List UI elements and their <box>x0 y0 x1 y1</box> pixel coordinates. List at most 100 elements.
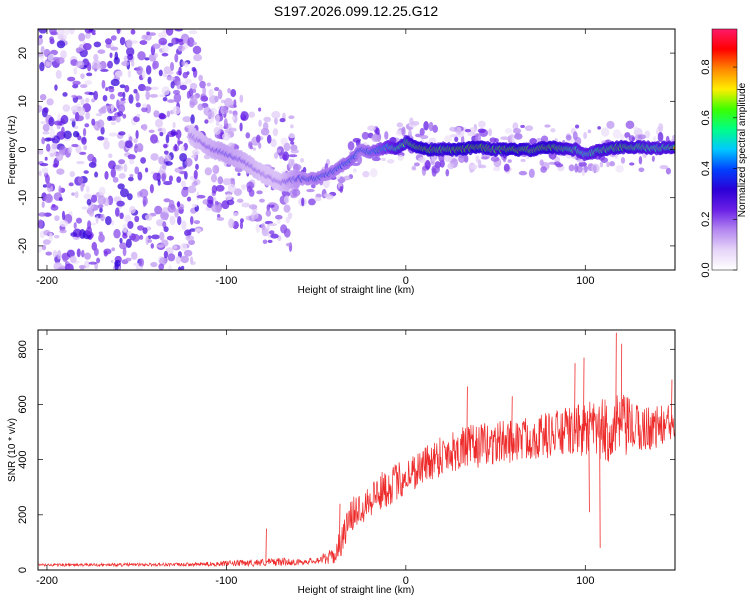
spectrogram-noise-blob <box>158 263 165 270</box>
spectrogram-noise-blob <box>227 88 232 94</box>
spectrogram-noise-blob <box>45 143 51 152</box>
spectrogram-noise-blob <box>76 160 85 165</box>
spectrogram-noise-blob <box>224 129 231 134</box>
spectrogram-noise-blob <box>38 212 47 217</box>
spectrogram-noise-blob <box>127 70 131 78</box>
spectrogram-noise-blob <box>154 52 158 59</box>
spectrogram-noise-blob <box>181 187 189 198</box>
spectrogram-noise-blob <box>600 127 610 137</box>
spectrogram-noise-blob <box>42 131 50 135</box>
spectrogram-noise-blob <box>174 38 184 43</box>
spectrogram-noise-blob <box>193 169 198 180</box>
spectrogram-noise-blob <box>126 230 132 237</box>
spectrogram-noise-blob <box>48 116 55 127</box>
spectrogram-noise-blob <box>119 212 124 220</box>
snr-panel: -200 -100 0 100 0 200 400 600 800 Height of str… <box>7 329 676 596</box>
spectrogram-noise-blob <box>127 154 136 160</box>
spectrogram-noise-blob <box>179 84 187 91</box>
spectrogram-noise-blob <box>69 255 77 263</box>
spectrogram-noise-blob <box>454 136 459 143</box>
spectrogram-noise-blob <box>174 208 179 218</box>
spectrogram-noise-blob <box>159 94 166 98</box>
spectrogram-noise-blob <box>75 47 84 52</box>
spectrogram-noise-blob <box>292 188 301 197</box>
spectrogram-noise-blob <box>110 35 117 41</box>
spectrogram-noise-blob <box>180 180 187 188</box>
spectrogram-noise-blob <box>48 232 53 243</box>
spectrogram-noise-blob <box>290 124 294 129</box>
spectrogram-noise-blob <box>180 265 185 270</box>
spectrogram-noise-blob <box>206 82 211 87</box>
spectrogram-noise-blob <box>70 105 80 113</box>
spectrogram-noise-blob <box>161 239 169 247</box>
spectrogram-noise-blob <box>158 69 163 77</box>
spectrogram-noise-blob <box>38 246 43 253</box>
spectrogram-noise-blob <box>145 236 150 246</box>
spectrogram-noise-blob <box>142 103 147 109</box>
spectrogram-noise-blob <box>280 224 288 234</box>
spectrogram-noise-blob <box>514 133 523 140</box>
spectrogram-noise-blob <box>73 67 78 75</box>
spectrogram-noise-blob <box>583 131 588 140</box>
spectrogram-noise-blob <box>292 163 302 171</box>
snr-plot-area <box>38 330 675 570</box>
spectrogram-noise-blob <box>56 40 66 49</box>
spectrogram-noise-blob <box>159 131 164 137</box>
spectrogram-noise-blob <box>290 141 295 145</box>
spectrogram-noise-blob <box>133 88 138 94</box>
spectrogram-noise-blob <box>124 214 132 223</box>
spectrogram-noise-blob <box>147 76 152 85</box>
spectrogram-noise-blob <box>282 154 288 161</box>
spectrogram-noise-blob <box>352 168 357 173</box>
spectrogram-noise-blob <box>116 29 121 35</box>
spectrogram-noise-blob <box>151 234 160 240</box>
spectrogram-noise-blob <box>44 137 52 142</box>
spectrogram-noise-blob <box>283 204 291 213</box>
spectrogram-noise-blob <box>121 61 130 67</box>
spectrogram-noise-blob <box>150 86 159 90</box>
spectrogram-noise-blob <box>137 225 144 231</box>
spectrogram-noise-blob <box>578 161 587 167</box>
spectrogram-noise-blob <box>38 219 44 229</box>
spectrogram-noise-blob <box>105 38 113 45</box>
spectrogram-noise-blob <box>241 202 251 208</box>
spectrogram-noise-blob <box>477 159 482 169</box>
spectrogram-noise-blob <box>150 134 158 144</box>
spectrogram-noise-blob <box>170 129 177 137</box>
spectrogram-noise-blob <box>672 134 675 140</box>
spectrogram-noise-blob <box>198 74 203 82</box>
spectrogram-noise-blob <box>122 247 127 257</box>
spectrogram-noise-blob <box>69 171 76 178</box>
spectrogram-noise-blob <box>215 184 225 192</box>
spectrogram-noise-blob <box>49 36 54 42</box>
spectrogram-noise-blob <box>162 72 168 78</box>
spectrogram-noise-blob <box>54 215 60 222</box>
spectrogram-noise-blob <box>87 62 92 72</box>
spectrogram-noise-blob <box>114 164 124 172</box>
spectrogram-noise-blob <box>118 172 126 179</box>
spectrogram-noise-blob <box>95 216 99 224</box>
spectrogram-noise-blob <box>109 93 115 100</box>
spectrogram-noise-blob <box>78 32 86 42</box>
spectrogram-noise-blob <box>129 158 135 165</box>
spectrogram-noise-blob <box>290 149 300 154</box>
y-tick-label: -20 <box>17 238 29 254</box>
spectrogram-noise-blob <box>139 40 148 45</box>
spectrogram-noise-blob <box>444 135 453 143</box>
y-tick-label: 800 <box>17 340 29 358</box>
spectrogram-noise-blob <box>160 212 169 218</box>
spectrogram-noise-blob <box>58 185 62 195</box>
spectrogram-noise-blob <box>173 245 178 250</box>
spectrogram-noise-blob <box>60 114 69 125</box>
spectrogram-noise-blob <box>108 153 113 159</box>
snr-spike <box>671 379 673 425</box>
spectrogram-noise-blob <box>80 98 85 106</box>
spectrogram-noise-blob <box>213 126 221 135</box>
spectrogram-noise-blob <box>133 116 140 123</box>
spectrogram-noise-blob <box>207 195 214 205</box>
spectrogram-noise-blob <box>97 49 106 54</box>
spectrogram-noise-blob <box>125 257 132 262</box>
spectrogram-noise-blob <box>262 121 269 131</box>
spectrogram-noise-blob <box>172 106 181 115</box>
